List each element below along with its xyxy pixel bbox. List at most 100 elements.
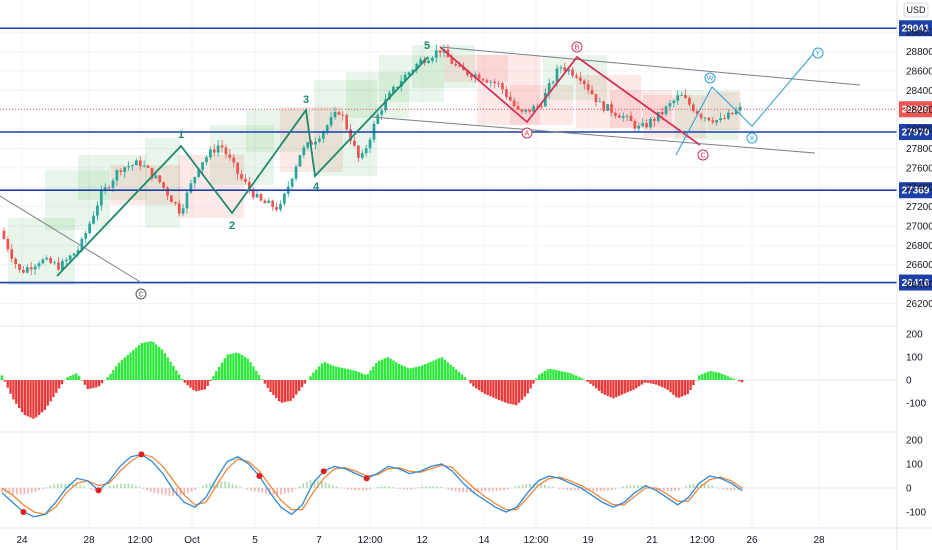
wave-label-x: X	[750, 136, 755, 143]
candle-down	[610, 104, 613, 113]
time-tick-label: 26	[746, 535, 758, 546]
candle-down	[629, 115, 633, 122]
candle-up	[41, 259, 45, 264]
candle-down	[458, 65, 461, 67]
key-level-tag	[899, 124, 932, 140]
time-tick-label: 19	[582, 535, 594, 546]
highlight-zone	[543, 55, 607, 100]
candle-up	[555, 68, 559, 82]
candle-down	[341, 114, 345, 116]
candle-down	[469, 74, 473, 78]
candle-down	[18, 264, 21, 270]
candle-up	[333, 111, 337, 118]
candle-up	[419, 59, 423, 64]
candle-up	[719, 118, 722, 121]
candle-down	[454, 63, 458, 66]
candle-up	[115, 170, 119, 181]
key-level-label: 26416	[902, 278, 930, 289]
osc-marker	[256, 473, 263, 479]
price-tick-label: 27200	[906, 202, 932, 213]
currency-button[interactable]: USD	[903, 2, 929, 18]
price-tick-label: 27600	[906, 163, 932, 174]
candle-down	[150, 167, 154, 179]
correction-wave-line	[439, 46, 701, 146]
candle-up	[216, 145, 220, 153]
candle-down	[259, 193, 263, 201]
candle-down	[571, 69, 574, 76]
time-tick-label: 12:00	[127, 535, 152, 546]
highlight-zone	[280, 107, 343, 172]
candle-up	[680, 95, 683, 96]
candle-up	[676, 95, 680, 101]
wave-label-x-circle	[746, 132, 758, 144]
wave-label-c-start-circle	[135, 288, 147, 300]
wave-label-w-circle	[704, 72, 716, 84]
key-levels[interactable]: 29041 27970 27369 26416 28205	[0, 20, 932, 291]
candle-down	[497, 83, 500, 85]
elliott-wave-drawings[interactable]: 1 2 3 4 5 C A B C W X Y	[0, 40, 861, 300]
osc-marker	[95, 487, 102, 494]
channel-line	[371, 116, 816, 154]
candle-down	[691, 104, 695, 112]
candle-up	[267, 200, 271, 204]
candle-up	[185, 192, 189, 209]
candle-up	[399, 80, 403, 87]
candle-up	[551, 81, 555, 84]
highlight-zones	[8, 45, 741, 285]
candle-down	[660, 111, 664, 115]
channel-line	[0, 195, 143, 284]
candle-down	[138, 160, 142, 167]
candle-up	[193, 176, 197, 184]
key-level-label: 27369	[902, 186, 930, 197]
candle-down	[119, 170, 123, 172]
candle-down	[14, 258, 17, 265]
candle-up	[703, 117, 707, 119]
candle-down	[177, 203, 181, 214]
wave-label-3: 3	[303, 94, 309, 106]
hist-tick-label: 100	[906, 353, 923, 364]
wave-label-a-circle	[521, 127, 533, 139]
wave-label-c-circle	[697, 149, 709, 161]
candle-up	[524, 109, 528, 112]
candle-up	[727, 112, 730, 119]
current-price-tag	[899, 101, 932, 118]
candle-down	[2, 230, 6, 240]
candle-up	[403, 74, 407, 81]
time-axis[interactable]: 24 28 12:00 Oct 5 7 12:00 12 14 12:00 19 21 12:00 26 2…	[16, 535, 825, 546]
candle-down	[162, 182, 165, 188]
candle-down	[594, 94, 598, 103]
time-tick-label: 12:00	[357, 535, 382, 546]
osc-tick-label: 200	[906, 436, 923, 447]
osc-marker	[20, 509, 27, 515]
wave-label-y-circle	[812, 47, 824, 59]
candle-down	[563, 67, 567, 72]
candle-down	[10, 249, 14, 259]
price-axis[interactable]: 26200 26400 26600 26800 27000 27200 27400 27600…	[906, 28, 932, 519]
candle-down	[699, 114, 703, 118]
candle-up	[306, 142, 310, 148]
osc-marker	[138, 451, 145, 458]
candle-down	[263, 200, 267, 204]
highlight-zone	[111, 165, 180, 205]
candle-down	[711, 120, 715, 123]
wave-label-a: A	[525, 131, 530, 138]
candle-down	[232, 157, 236, 163]
candle-up	[302, 147, 306, 156]
osc-tick-label: 100	[906, 460, 923, 471]
candle-down	[173, 202, 177, 204]
price-tick-label: 28400	[906, 86, 932, 97]
candle-up	[598, 101, 602, 103]
candle-up	[25, 267, 29, 273]
candle-up	[407, 72, 411, 75]
candle-up	[283, 193, 286, 204]
candle-down	[450, 57, 454, 64]
candle-up	[364, 148, 368, 154]
candle-up	[131, 165, 134, 167]
osc-tick-label: -100	[906, 508, 926, 519]
candle-down	[575, 75, 578, 78]
candle-down	[6, 239, 10, 250]
price-tick-label: 26200	[906, 299, 932, 310]
price-tick-label: 27400	[906, 183, 932, 194]
candle-up	[329, 117, 333, 126]
